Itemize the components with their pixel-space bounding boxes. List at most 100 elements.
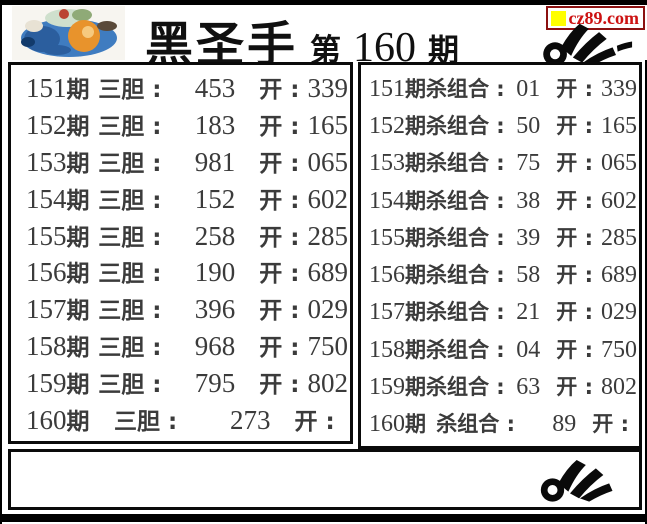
pick-cell: 三胆 : — [98, 107, 187, 141]
period-cell: 159 期 — [26, 365, 98, 399]
period-unit: 期 — [66, 150, 90, 177]
frame-top-border — [0, 0, 647, 5]
period-unit: 期 — [66, 114, 90, 141]
period-number: 159 — [26, 367, 67, 398]
pick-value: 183 — [194, 110, 236, 141]
period-cell: 155 期 — [369, 222, 426, 252]
frame-right-border — [645, 60, 647, 524]
period-number: 153 — [26, 146, 67, 177]
site-badge[interactable]: cz89.com — [545, 6, 645, 30]
kill-value: 50 — [516, 112, 541, 139]
period-cell: 158 期 — [369, 334, 426, 364]
period-cell: 153 期 — [26, 144, 98, 178]
kill-combo-row: 155 期 杀组合 : 39 开 : 285 — [369, 222, 637, 252]
pick-cell: 三胆 : — [98, 291, 187, 325]
period-number: 153 — [369, 150, 405, 177]
kill-label: 杀组合 : — [426, 263, 505, 288]
kill-combo-panel: 151 期 杀组合 : 01 开 : 339 152 期 杀组合 : 5 — [358, 62, 642, 449]
period-cell: 159 期 — [369, 371, 426, 401]
pick-label: 三胆 : — [98, 77, 162, 104]
pick-value: 190 — [194, 257, 236, 288]
period-cell: 156 期 — [26, 254, 98, 288]
period-unit: 期 — [405, 412, 426, 437]
period-unit: 期 — [66, 261, 90, 288]
period-cell: 158 期 — [26, 328, 98, 362]
period-number: 152 — [26, 110, 67, 141]
site-url[interactable]: cz89.com — [568, 8, 639, 28]
kill-cell: 杀组合 : — [426, 222, 508, 252]
pick-cell: 三胆 : — [98, 218, 187, 252]
kill-cell: 杀组合 : — [426, 73, 508, 103]
kill-cell: 杀组合 : — [426, 185, 508, 215]
period-unit: 期 — [405, 188, 426, 213]
period-unit: 期 — [405, 263, 426, 288]
open-label: 开 : — [259, 334, 300, 361]
three-dan-row: 160 期 三胆 : 273 开 : — [26, 402, 348, 436]
kill-combo-row: 157 期 杀组合 : 21 开 : 029 — [369, 296, 637, 326]
open-result: 285 — [307, 220, 349, 251]
period-unit: 期 — [66, 298, 90, 325]
three-dan-row: 153 期 三胆 : 981 开 : 065 — [26, 144, 348, 178]
kill-combo-row: 156 期 杀组合 : 58 开 : 689 — [369, 259, 637, 289]
open-result: 802 — [601, 374, 637, 401]
open-result: 285 — [601, 224, 637, 251]
open-result: 065 — [601, 150, 637, 177]
pick-label: 三胆 : — [98, 298, 162, 325]
kill-cell: 杀组合 : — [426, 110, 508, 140]
open-result: 689 — [601, 262, 637, 289]
kill-value: 04 — [516, 336, 541, 363]
yellow-square-icon — [550, 10, 566, 26]
pick-label: 三胆 : — [98, 261, 162, 288]
kill-value: 01 — [516, 75, 541, 102]
pick-label: 三胆 : — [98, 334, 162, 361]
open-result: 339 — [601, 75, 637, 102]
period-number: 157 — [369, 299, 405, 326]
open-result: 065 — [307, 146, 349, 177]
kill-cell: 杀组合 : — [426, 296, 508, 326]
pick-label: 三胆 : — [98, 224, 162, 251]
kill-label: 杀组合 : — [426, 225, 505, 250]
pick-label: 三胆 : — [98, 187, 162, 214]
period-number: 158 — [369, 336, 405, 363]
open-result: 165 — [307, 110, 349, 141]
kill-combo-row: 152 期 杀组合 : 50 开 : 165 — [369, 110, 637, 140]
page-title: 黑圣手 第 160 期 — [127, 5, 477, 72]
period-unit: 期 — [66, 334, 90, 361]
pick-cell: 三胆 : — [98, 254, 187, 288]
open-result: 802 — [307, 367, 349, 398]
period-unit: 期 — [405, 151, 426, 176]
period-unit: 期 — [66, 371, 90, 398]
lottery-3d-ball-logo-icon — [12, 6, 125, 60]
pick-label: 三胆 : — [98, 150, 162, 177]
period-number: 156 — [369, 262, 405, 289]
kill-value: 89 — [552, 411, 577, 438]
pick-value: 258 — [194, 220, 236, 251]
kill-cell: 杀组合 : — [426, 334, 508, 364]
pick-value: 795 — [194, 367, 236, 398]
frame-left-border — [0, 0, 2, 524]
pick-cell: 三胆 : — [114, 402, 222, 436]
kill-cell: 杀组合 : — [426, 371, 508, 401]
kill-value: 63 — [516, 374, 541, 401]
period-number: 157 — [26, 294, 67, 325]
three-dan-row: 154 期 三胆 : 152 开 : 602 — [26, 181, 348, 215]
open-label: 开 : — [259, 150, 300, 177]
period-unit: 期 — [405, 113, 426, 138]
open-label: 开 : — [259, 224, 300, 251]
period-unit: 期 — [405, 225, 426, 250]
kill-cell: 杀组合 : — [426, 147, 508, 177]
open-result: 750 — [601, 336, 637, 363]
period-unit: 期 — [66, 187, 90, 214]
ok-hand-signature-icon — [543, 23, 633, 66]
period-number: 155 — [26, 220, 67, 251]
open-result: 689 — [307, 257, 349, 288]
open-label: 开 : — [259, 77, 300, 104]
kill-value: 58 — [516, 262, 541, 289]
three-dan-row: 152 期 三胆 : 183 开 : 165 — [26, 107, 348, 141]
period-number: 154 — [26, 183, 67, 214]
kill-combo-row: 153 期 杀组合 : 75 开 : 065 — [369, 147, 637, 177]
period-cell: 152 期 — [26, 107, 98, 141]
period-number: 159 — [369, 374, 405, 401]
period-number: 154 — [369, 187, 405, 214]
kill-cell: 杀组合 : — [426, 259, 508, 289]
